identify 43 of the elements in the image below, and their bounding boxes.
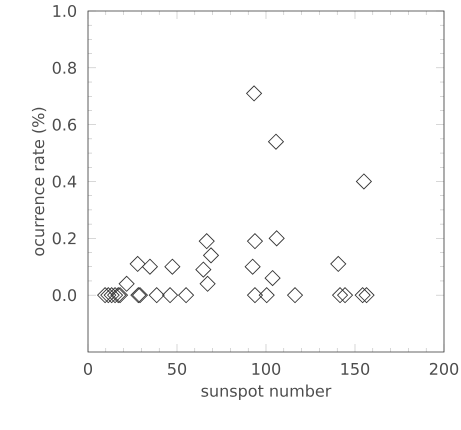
x-tick-label: 150 [341, 362, 370, 375]
x-tick-label: 0 [84, 362, 92, 375]
point [104, 287, 120, 304]
point [203, 247, 219, 264]
point [200, 276, 216, 292]
point [354, 287, 371, 304]
point [164, 258, 180, 275]
y-tick-label: 0.8 [52, 62, 76, 74]
point [258, 287, 275, 304]
point [118, 276, 135, 292]
y-tick-label: 1.0 [53, 4, 76, 18]
point [198, 233, 215, 250]
point [162, 287, 178, 304]
point [244, 258, 261, 275]
y-tick-label: 0.6 [52, 118, 76, 131]
point [330, 256, 346, 272]
point [287, 287, 303, 304]
point [337, 287, 353, 304]
x-tick-label: 100 [252, 362, 280, 375]
point [97, 287, 114, 304]
point [268, 134, 284, 150]
point [332, 287, 348, 304]
point [142, 258, 158, 275]
point [178, 287, 194, 304]
y-tick-label: 0.0 [52, 289, 76, 302]
point [195, 262, 212, 278]
y-tick-label: 0.4 [52, 175, 76, 188]
point [358, 287, 374, 304]
point [268, 230, 285, 246]
point [130, 256, 146, 272]
y-tick-label: 0.2 [52, 232, 76, 244]
y-axis-title: ocurrence rate (%) [32, 108, 46, 256]
point [148, 287, 165, 304]
point [247, 233, 263, 250]
point [100, 287, 116, 304]
x-axis-title: sunspot number [202, 384, 332, 400]
point [356, 174, 372, 190]
point [247, 287, 263, 304]
point [107, 287, 123, 304]
x-tick-label: 200 [430, 362, 458, 375]
point [264, 270, 281, 286]
x-tick-label: 50 [168, 362, 186, 375]
point [246, 85, 262, 102]
